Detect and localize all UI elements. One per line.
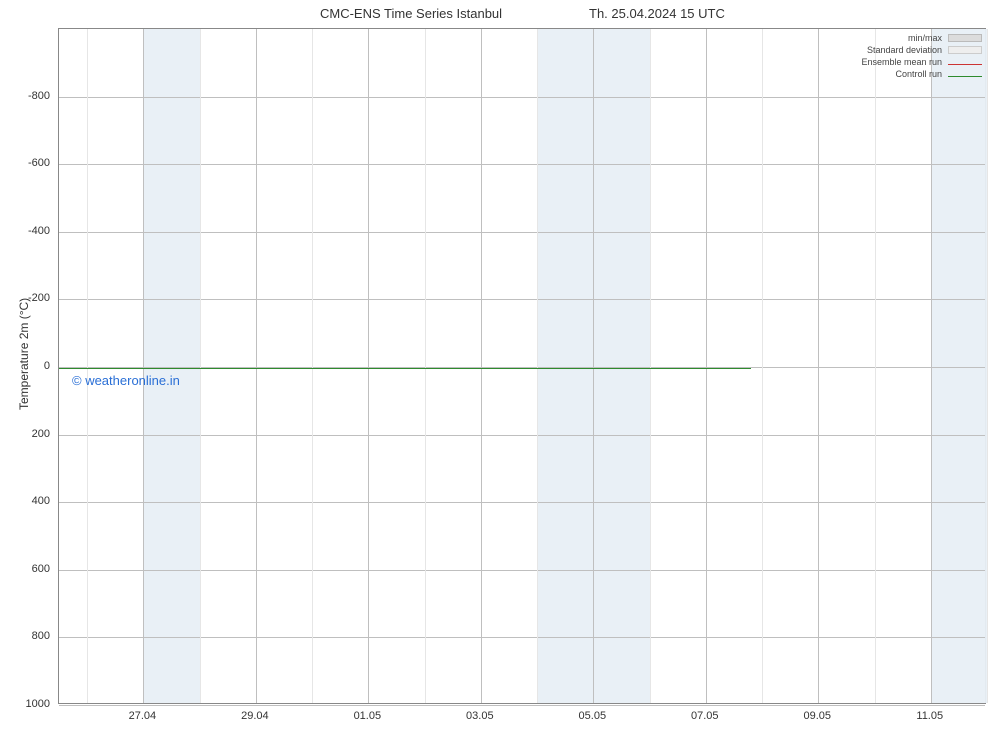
legend-label: Ensemble mean run (861, 57, 942, 67)
gridline-v-minor (425, 29, 426, 703)
ytick-label: 600 (0, 563, 50, 575)
gridline-v-minor (537, 29, 538, 703)
ytick-label: 400 (0, 495, 50, 507)
legend-label: min/max (908, 33, 942, 43)
gridline-h (59, 570, 985, 571)
gridline-h (59, 232, 985, 233)
chart-title-right: Th. 25.04.2024 15 UTC (589, 6, 725, 21)
gridline-v-major (593, 29, 594, 703)
gridline-h (59, 435, 985, 436)
gridline-h (59, 299, 985, 300)
gridline-v-minor (987, 29, 988, 703)
legend-entry: Controll run (861, 68, 982, 80)
legend-label: Controll run (895, 69, 942, 79)
xtick-label: 27.04 (129, 710, 157, 722)
weekend-band (143, 29, 199, 703)
gridline-h (59, 637, 985, 638)
gridline-v-minor (762, 29, 763, 703)
legend-entry: min/max (861, 32, 982, 44)
chart-title-left: CMC-ENS Time Series Istanbul (320, 6, 502, 21)
yaxis-label: Temperature 2m (°C) (17, 298, 31, 410)
gridline-h (59, 705, 985, 706)
xtick-label: 01.05 (354, 710, 382, 722)
legend-label: Standard deviation (867, 45, 942, 55)
plot-area: min/max Standard deviation Ensemble mean r… (58, 28, 986, 704)
weekend-band (931, 29, 987, 703)
gridline-v-minor (87, 29, 88, 703)
gridline-v-major (481, 29, 482, 703)
legend-swatch (948, 64, 982, 65)
gridline-v-minor (200, 29, 201, 703)
ytick-label: 1000 (0, 698, 50, 710)
ytick-label: 800 (0, 630, 50, 642)
legend-swatch (948, 46, 982, 54)
legend-swatch (948, 76, 982, 77)
xtick-label: 29.04 (241, 710, 269, 722)
legend-entry: Standard deviation (861, 44, 982, 56)
legend-swatch (948, 34, 982, 42)
ytick-label: -800 (0, 90, 50, 102)
xtick-label: 03.05 (466, 710, 494, 722)
gridline-v-major (256, 29, 257, 703)
xtick-label: 05.05 (579, 710, 607, 722)
gridline-v-major (143, 29, 144, 703)
legend-entry: Ensemble mean run (861, 56, 982, 68)
xtick-label: 11.05 (916, 710, 943, 722)
gridline-v-major (818, 29, 819, 703)
gridline-v-minor (875, 29, 876, 703)
gridline-h (59, 164, 985, 165)
ytick-label: -400 (0, 225, 50, 237)
series-controll-run (59, 368, 751, 369)
gridline-v-major (368, 29, 369, 703)
gridline-v-minor (650, 29, 651, 703)
ytick-label: 200 (0, 428, 50, 440)
ytick-label: -600 (0, 157, 50, 169)
gridline-v-minor (312, 29, 313, 703)
xtick-label: 07.05 (691, 710, 719, 722)
gridline-h (59, 502, 985, 503)
legend: min/max Standard deviation Ensemble mean r… (861, 32, 982, 80)
gridline-v-major (706, 29, 707, 703)
gridline-v-major (931, 29, 932, 703)
watermark: © weatheronline.in (72, 373, 180, 388)
gridline-h (59, 97, 985, 98)
xtick-label: 09.05 (804, 710, 832, 722)
